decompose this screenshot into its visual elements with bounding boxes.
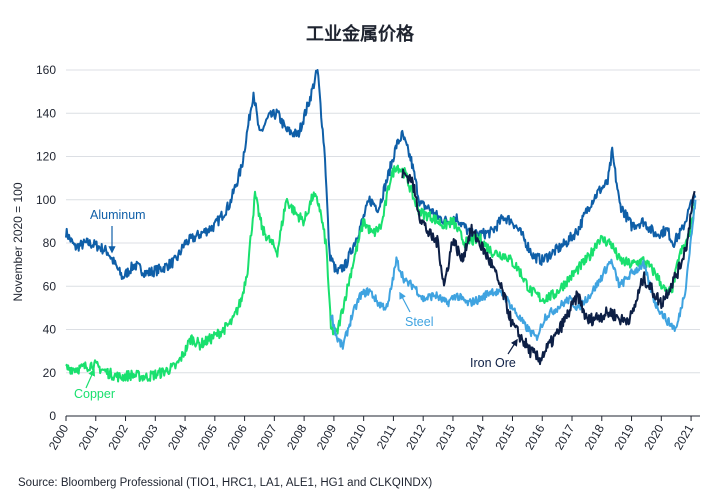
x-tick-label: 2020 bbox=[641, 422, 667, 452]
y-tick-label: 0 bbox=[49, 409, 56, 423]
y-axis-ticks: 0 20 40 60 80 100 120 140 160 bbox=[36, 63, 56, 423]
y-tick-label: 100 bbox=[36, 193, 56, 207]
y-tick-label: 140 bbox=[36, 106, 56, 120]
x-tick-label: 2009 bbox=[314, 422, 340, 452]
x-tick-label: 2012 bbox=[403, 422, 429, 452]
x-tick-label: 2004 bbox=[165, 422, 191, 452]
annotation-iron-ore: Iron Ore bbox=[470, 356, 516, 370]
y-tick-label: 40 bbox=[43, 323, 57, 337]
y-axis-title: November 2020 = 100 bbox=[11, 182, 25, 301]
x-tick-label: 2018 bbox=[582, 422, 608, 452]
series-line-copper bbox=[65, 164, 697, 383]
annotation-copper: Copper bbox=[74, 387, 115, 401]
series-lines bbox=[65, 69, 697, 383]
annotation-aluminum: Aluminum bbox=[90, 208, 146, 222]
x-tick-label: 2003 bbox=[135, 422, 161, 452]
x-tick-label: 2010 bbox=[344, 422, 370, 452]
x-tick-label: 2011 bbox=[374, 422, 399, 452]
x-tick-label: 2017 bbox=[552, 422, 578, 452]
y-tick-label: 160 bbox=[36, 63, 56, 77]
x-tick-label: 2014 bbox=[463, 422, 489, 452]
x-tick-label: 2008 bbox=[284, 422, 310, 452]
series-annotations: Aluminum Copper Steel Iron Ore bbox=[74, 208, 518, 401]
x-tick-label: 2001 bbox=[76, 422, 102, 452]
chart-title: 工业金属价格 bbox=[306, 23, 415, 45]
annotation-arrow bbox=[399, 291, 411, 313]
y-tick-label: 120 bbox=[36, 150, 56, 164]
x-tick-label: 2019 bbox=[611, 422, 637, 452]
series-line-steel bbox=[329, 199, 697, 350]
series-line-iron-ore bbox=[401, 168, 696, 366]
annotation-arrow bbox=[507, 338, 518, 355]
x-tick-label: 2021 bbox=[671, 422, 697, 452]
y-tick-label: 20 bbox=[43, 366, 57, 380]
x-tick-label: 2007 bbox=[254, 422, 280, 452]
y-tick-label: 80 bbox=[43, 236, 57, 250]
source-note: Source: Bloomberg Professional (TIO1, HR… bbox=[18, 477, 432, 489]
x-tick-label: 2000 bbox=[46, 422, 72, 452]
x-tick-label: 2005 bbox=[195, 422, 221, 452]
annotation-steel: Steel bbox=[405, 315, 434, 329]
x-axis-ticks: 2000 2001 2002 2003 2004 2005 2006 2007 2008 2009… bbox=[46, 416, 697, 452]
y-tick-label: 60 bbox=[43, 279, 57, 293]
annotation-arrow bbox=[85, 368, 95, 389]
x-tick-label: 2015 bbox=[492, 422, 518, 452]
x-tick-label: 2006 bbox=[224, 422, 250, 452]
x-tick-label: 2013 bbox=[433, 422, 459, 452]
series-line-aluminum bbox=[65, 69, 697, 280]
x-tick-label: 2016 bbox=[522, 422, 548, 452]
x-tick-label: 2002 bbox=[105, 422, 131, 452]
